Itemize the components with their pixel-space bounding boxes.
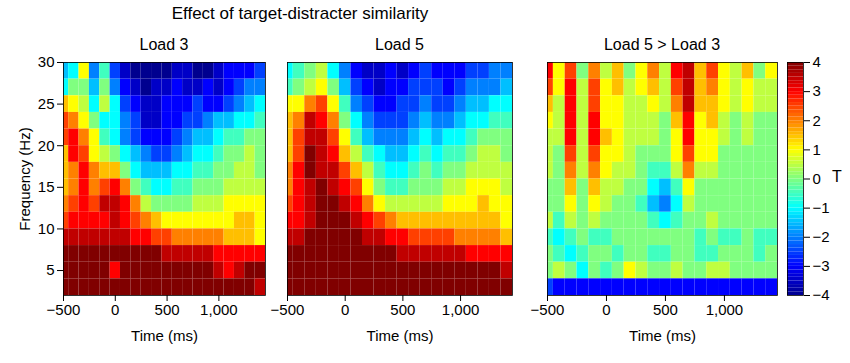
svg-text:Time (ms): Time (ms) [629,327,696,344]
svg-text:2: 2 [813,112,821,129]
svg-text:25: 25 [38,95,55,112]
svg-text:−500: −500 [271,301,305,318]
svg-text:−3: −3 [813,257,830,274]
svg-text:Frequency (Hz): Frequency (Hz) [16,127,33,230]
svg-text:500: 500 [155,301,180,318]
svg-text:3: 3 [813,82,821,99]
svg-text:15: 15 [38,178,55,195]
html-text:Effect of target-distracter si: Effect of target-distracter similarity [171,4,429,23]
svg-text:10: 10 [38,220,55,237]
svg-text:−4: −4 [813,286,830,303]
svg-text:500: 500 [653,301,678,318]
svg-text:20: 20 [38,137,55,154]
svg-text:500: 500 [390,301,415,318]
svg-text:0: 0 [341,301,349,318]
svg-text:0: 0 [813,170,821,187]
svg-text:−1: −1 [813,199,830,216]
html-text:Load 3: Load 3 [139,36,189,53]
svg-text:4: 4 [813,53,821,70]
svg-text:1: 1 [813,141,821,158]
svg-text:1,000: 1,000 [442,301,480,318]
svg-text:−500: −500 [47,301,81,318]
svg-text:−500: −500 [531,301,565,318]
svg-text:30: 30 [38,53,55,70]
svg-text:0: 0 [602,301,610,318]
html-text:T: T [832,168,842,185]
svg-text:−2: −2 [813,228,830,245]
html-text:Load 5 > Load 3: Load 5 > Load 3 [603,36,720,53]
svg-text:0: 0 [111,301,119,318]
svg-text:1,000: 1,000 [200,301,238,318]
svg-text:Time (ms): Time (ms) [367,327,434,344]
html-text:Load 5: Load 5 [375,36,424,53]
svg-text:Time (ms): Time (ms) [131,327,198,344]
svg-text:1,000: 1,000 [706,301,744,318]
svg-text:5: 5 [46,261,54,278]
